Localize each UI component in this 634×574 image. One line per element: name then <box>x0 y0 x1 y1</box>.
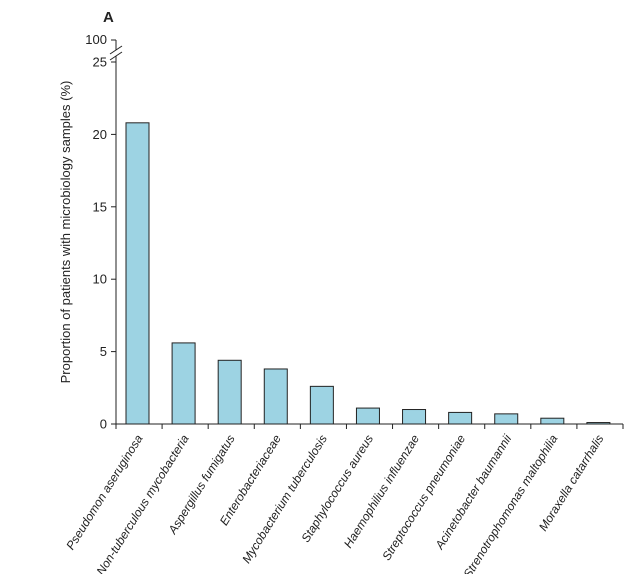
y-axis-label: Proportion of patients with microbiology… <box>58 81 73 384</box>
y-tick-label: 100 <box>85 32 107 47</box>
x-tick-label: Streptococcus pneumoniae <box>379 432 468 563</box>
bar <box>494 413 519 425</box>
y-tick-label: 25 <box>93 55 107 70</box>
bar <box>355 407 380 425</box>
bar <box>540 417 565 425</box>
bars <box>125 122 611 425</box>
bar <box>586 422 611 425</box>
bar <box>402 409 427 425</box>
x-tick-label: Mycobacterium tuberculosis <box>239 432 330 566</box>
bar <box>171 342 196 425</box>
bar <box>263 368 288 425</box>
bar <box>217 359 242 425</box>
y-tick-label: 10 <box>93 272 107 287</box>
y-tick-label: 0 <box>100 417 107 432</box>
panel-label: A <box>103 9 114 26</box>
y-tick-label: 5 <box>100 344 107 359</box>
axis-break-mark <box>109 51 123 61</box>
y-tick-label: 20 <box>93 127 107 142</box>
bar <box>125 122 150 425</box>
y-tick-labels: 100 0 5 10 15 20 25 <box>85 32 107 432</box>
bar <box>309 385 334 425</box>
x-tick-label: Strenotrophomonas maltophilia <box>461 432 561 574</box>
y-tick-label: 15 <box>93 199 107 214</box>
x-tick-label: Non-tuberculous mycobacteria <box>94 432 192 574</box>
x-tick-label: Pseudomon aseruginosa <box>63 432 145 552</box>
bar <box>448 411 473 425</box>
